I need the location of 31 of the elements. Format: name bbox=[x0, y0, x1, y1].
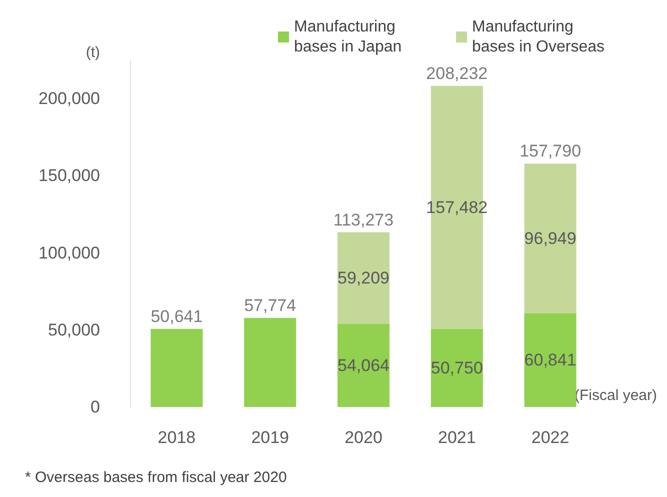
y-tick-label: 200,000 bbox=[38, 89, 100, 108]
text: * Overseas bases from fiscal year 2020 bbox=[25, 469, 287, 486]
data-label: 60,841 bbox=[524, 350, 576, 370]
y-tick-label: 0 bbox=[90, 398, 100, 416]
total-label: 113,273 bbox=[333, 210, 394, 230]
total-label: 208,232 bbox=[426, 64, 488, 83]
data-label: 59,209 bbox=[338, 268, 390, 288]
data-label: 96,949 bbox=[524, 228, 576, 248]
x-tick-label: 2021 bbox=[438, 428, 476, 447]
bar bbox=[338, 232, 390, 324]
y-tick-label: 50,000 bbox=[48, 320, 100, 340]
total-label: 57,774 bbox=[244, 296, 296, 315]
x-tick-label: 2018 bbox=[158, 428, 196, 447]
bar bbox=[430, 328, 483, 407]
bar bbox=[338, 324, 390, 407]
legend-label: Manufacturing bases in Japan bbox=[294, 18, 402, 56]
legend-label: Manufacturing bases in Overseas bbox=[472, 18, 605, 56]
x-tick-label: 2019 bbox=[251, 428, 290, 447]
y-axis-title: (t) bbox=[86, 44, 100, 61]
bar bbox=[524, 313, 576, 407]
total-label: 50,641 bbox=[150, 306, 203, 326]
x-tick-label: 2020 bbox=[344, 428, 382, 447]
data-label: 50,750 bbox=[430, 358, 483, 378]
y-tick-label: 100,000 bbox=[38, 243, 100, 262]
data-label: 54,064 bbox=[338, 356, 390, 375]
bar bbox=[150, 328, 203, 407]
y-tick-label: 150,000 bbox=[38, 166, 100, 186]
bar bbox=[244, 318, 296, 407]
x-tick-label: 2022 bbox=[531, 428, 570, 447]
bar bbox=[524, 164, 576, 314]
total-label: 157,790 bbox=[520, 142, 582, 161]
